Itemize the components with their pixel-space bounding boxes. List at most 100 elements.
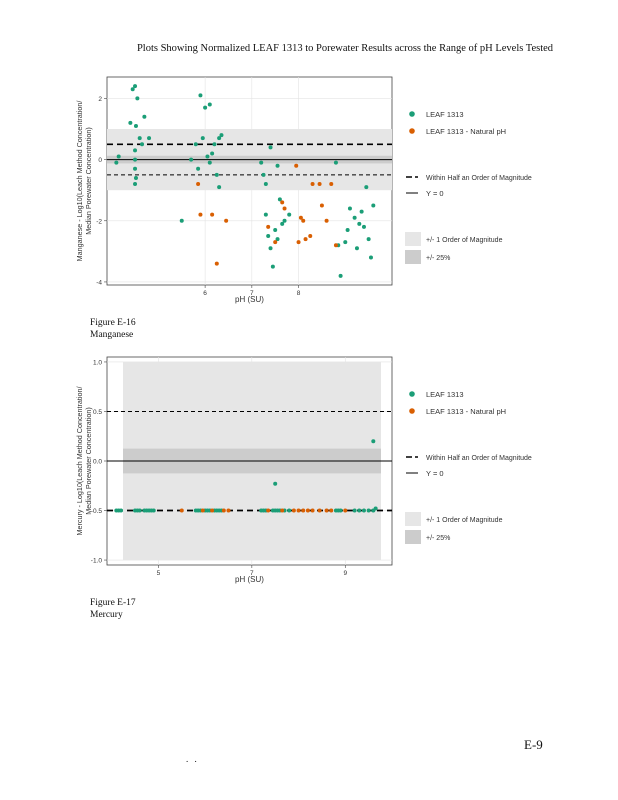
- natural-ph-point: [294, 163, 299, 168]
- y-tick-label: 0.0: [93, 459, 102, 466]
- y-axis-label-line2: Median Porewater Concentration): [84, 127, 93, 234]
- leaf-point: [205, 154, 210, 159]
- data-points: [114, 84, 376, 278]
- natural-ph-point: [317, 182, 322, 187]
- natural-ph-point: [198, 212, 203, 217]
- legend-leaf-marker: [409, 111, 415, 117]
- leaf-point: [133, 157, 138, 162]
- leaf-point: [207, 160, 212, 165]
- y-axis-ticks: -4 -2 0 2: [96, 96, 107, 286]
- leaf-point: [189, 157, 194, 162]
- x-tick-label: 8: [297, 290, 301, 297]
- y-tick-label: -2: [96, 218, 102, 225]
- leaf-point: [261, 172, 266, 177]
- x-axis-label: pH (SU): [235, 575, 264, 584]
- leaf-point: [280, 221, 285, 226]
- leaf-point: [140, 142, 145, 147]
- leaf-point: [142, 114, 147, 119]
- leaf-point: [352, 508, 357, 513]
- natural-ph-point: [301, 508, 306, 513]
- legend-zero-label: Y = 0: [426, 189, 444, 198]
- natural-ph-point: [291, 508, 296, 513]
- x-tick-label: 9: [343, 570, 347, 577]
- leaf-point: [268, 145, 273, 150]
- natural-ph-point: [179, 508, 184, 513]
- chart-manganese: -4 -2 0 2 6 7 8 pH (SU) Manganese - Log10(Lea…: [60, 72, 550, 322]
- leaf-point: [357, 508, 362, 513]
- leaf-point: [359, 209, 364, 214]
- leaf-point: [133, 182, 138, 187]
- leaf-point: [137, 508, 142, 513]
- leaf-point: [128, 120, 133, 125]
- leaf-point: [219, 133, 224, 138]
- y-axis-label-line2: Median Porewater Concentration): [84, 407, 93, 514]
- figure-number: Figure E-16: [90, 318, 136, 328]
- x-axis-ticks: 5 7 9: [157, 565, 347, 577]
- leaf-point: [371, 439, 376, 444]
- leaf-point: [343, 240, 348, 245]
- leaf-point: [133, 166, 138, 171]
- x-tick-label: 7: [250, 570, 254, 577]
- natural-ph-point: [298, 215, 303, 220]
- natural-ph-point: [196, 182, 201, 187]
- leaf-point: [135, 96, 140, 101]
- legend-natural-label: LEAF 1313 - Natural pH: [426, 407, 506, 416]
- y-tick-label: -1.0: [91, 558, 103, 565]
- leaf-point: [368, 255, 373, 260]
- natural-ph-point: [280, 508, 285, 513]
- legend-leaf-marker: [409, 391, 415, 397]
- natural-ph-point: [319, 203, 324, 208]
- natural-ph-point: [301, 218, 306, 223]
- legend: LEAF 1313 LEAF 1313 - Natural pH Within …: [405, 110, 532, 264]
- figure-element: Mercury: [90, 610, 123, 620]
- leaf-point: [373, 506, 378, 511]
- leaf-point: [345, 227, 350, 232]
- natural-ph-point: [296, 240, 301, 245]
- x-axis-ticks: 6 7 8: [203, 285, 301, 297]
- leaf-point: [207, 102, 212, 107]
- natural-ph-point: [273, 240, 278, 245]
- natural-ph-point: [210, 508, 215, 513]
- leaf-point: [214, 172, 219, 177]
- leaf-point: [210, 151, 215, 156]
- leaf-point: [266, 234, 271, 239]
- natural-ph-point: [221, 508, 226, 513]
- leaf-point: [287, 212, 292, 217]
- natural-ph-point: [282, 206, 287, 211]
- leaf-point: [179, 218, 184, 223]
- natural-ph-point: [308, 234, 313, 239]
- natural-ph-point: [329, 508, 334, 513]
- leaf-point: [338, 273, 343, 278]
- leaf-point: [147, 136, 152, 141]
- x-axis-label: pH (SU): [235, 295, 264, 304]
- legend-inner-swatch: [405, 530, 421, 544]
- legend-leaf-label: LEAF 1313: [426, 390, 464, 399]
- y-tick-label: 2: [98, 96, 102, 103]
- leaf-point: [217, 136, 222, 141]
- legend-natural-label: LEAF 1313 - Natural pH: [426, 127, 506, 136]
- leaf-point: [275, 237, 280, 242]
- leaf-point: [198, 93, 203, 98]
- chart-mercury: -1.0 -0.5 0.0 0.5 1.0 5 7 9 pH (SU) Mercury - …: [60, 352, 550, 602]
- leaf-point: [151, 508, 156, 513]
- chart-manganese-svg: -4 -2 0 2 6 7 8 pH (SU) Manganese - Log10(Lea…: [75, 76, 532, 304]
- leaf-point: [133, 123, 138, 128]
- leaf-point: [361, 508, 366, 513]
- natural-ph-point: [317, 508, 322, 513]
- leaf-point: [275, 163, 280, 168]
- natural-ph-point: [280, 200, 285, 205]
- natural-ph-point: [266, 224, 271, 229]
- natural-ph-point: [329, 182, 334, 187]
- y-axis-label-line1: Mercury - Log10(Leach Method Concentrati…: [75, 386, 84, 535]
- leaf-point: [116, 154, 121, 159]
- natural-ph-point: [303, 237, 308, 242]
- legend-natural-marker: [409, 128, 415, 134]
- legend-dashed-label: Within Half an Order of Magnitude: [426, 175, 532, 182]
- natural-ph-point: [310, 182, 315, 187]
- leaf-point: [133, 84, 138, 89]
- y-axis-ticks: -1.0 -0.5 0.0 0.5 1.0: [91, 359, 107, 565]
- natural-ph-point: [210, 212, 215, 217]
- leaf-point: [273, 227, 278, 232]
- leaf-point: [361, 224, 366, 229]
- page-number: E-9: [524, 737, 543, 752]
